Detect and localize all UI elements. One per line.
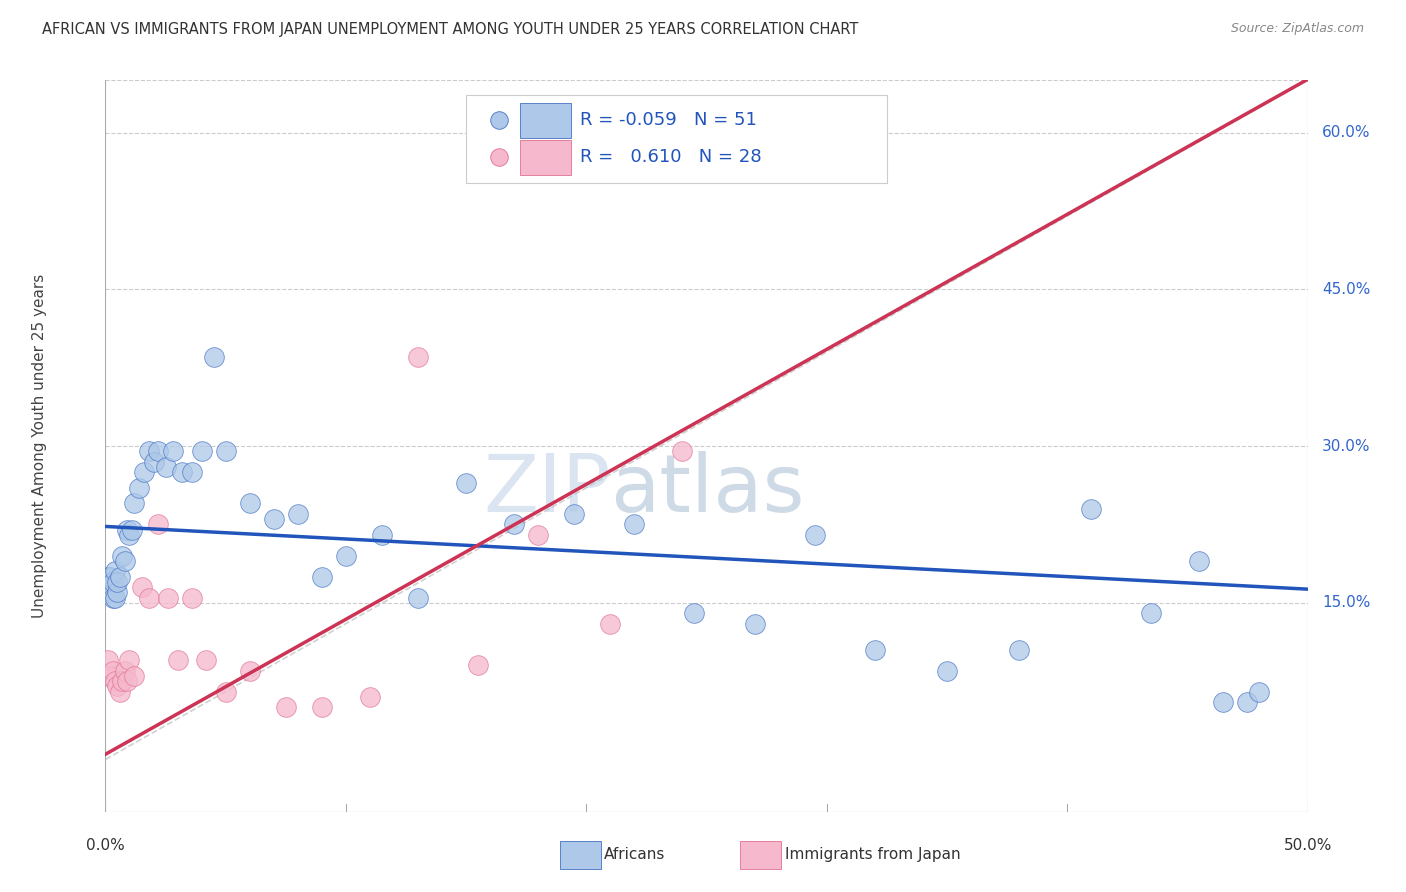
Point (467, 658, 489, 673)
Point (1140, 606, 1163, 620)
Point (181, 591, 204, 605)
Point (406, 591, 429, 605)
Point (406, 350, 429, 364)
Point (128, 481, 150, 495)
Text: R =   0.610   N = 28: R = 0.610 N = 28 (581, 148, 762, 166)
Point (214, 444, 236, 458)
Point (156, 591, 179, 605)
Point (1249, 684, 1271, 698)
Point (311, 569, 333, 583)
Text: Africans: Africans (605, 847, 665, 862)
Point (263, 512, 285, 526)
Text: 15.0%: 15.0% (1322, 595, 1371, 610)
Text: Immigrants from Japan: Immigrants from Japan (785, 847, 960, 862)
Point (101, 574, 124, 589)
Point (239, 496, 262, 510)
Point (454, 475, 477, 490)
Point (1236, 695, 1258, 709)
Point (803, 528, 825, 542)
Point (104, 674, 127, 689)
Point (138, 591, 160, 605)
Point (1008, 642, 1031, 657)
Point (132, 465, 155, 479)
FancyBboxPatch shape (465, 95, 887, 183)
Point (683, 606, 706, 620)
Point (527, 528, 550, 542)
Point (202, 350, 225, 364)
Text: atlas: atlas (610, 450, 804, 529)
Point (1080, 501, 1102, 516)
Point (98, 669, 121, 683)
Point (274, 700, 297, 714)
Point (97, 569, 120, 583)
Point (131, 580, 153, 594)
Point (107, 679, 129, 693)
Point (671, 444, 693, 458)
Point (195, 653, 218, 667)
Text: Source: ZipAtlas.com: Source: ZipAtlas.com (1230, 22, 1364, 36)
Point (101, 591, 124, 605)
FancyBboxPatch shape (560, 841, 600, 869)
Point (172, 465, 194, 479)
Point (138, 444, 160, 458)
Point (97, 653, 120, 667)
Point (155, 459, 177, 474)
Point (148, 517, 170, 532)
Point (124, 496, 146, 510)
Point (101, 664, 124, 678)
Point (115, 523, 138, 537)
Point (311, 700, 333, 714)
Point (104, 591, 127, 605)
Point (744, 616, 766, 631)
Point (107, 574, 129, 589)
Text: 60.0%: 60.0% (1322, 125, 1371, 140)
Point (863, 642, 886, 657)
Point (108, 684, 131, 698)
Point (359, 690, 381, 704)
Point (148, 444, 170, 458)
Point (142, 455, 165, 469)
Point (503, 517, 526, 532)
FancyBboxPatch shape (520, 103, 571, 138)
Point (371, 528, 394, 542)
Point (287, 507, 309, 521)
Text: 30.0%: 30.0% (1322, 439, 1371, 453)
Text: 45.0%: 45.0% (1322, 282, 1371, 297)
Point (108, 569, 131, 583)
Point (623, 517, 645, 532)
Point (98, 569, 121, 583)
Point (114, 554, 136, 568)
Point (118, 528, 141, 542)
Point (214, 684, 236, 698)
FancyBboxPatch shape (740, 841, 782, 869)
Point (562, 507, 585, 521)
Point (115, 674, 138, 689)
Point (121, 523, 143, 537)
Point (1188, 554, 1211, 568)
Point (107, 585, 129, 599)
Point (111, 674, 134, 689)
Text: 50.0%: 50.0% (1284, 838, 1331, 853)
Point (166, 653, 188, 667)
Point (124, 669, 146, 683)
Point (1212, 695, 1234, 709)
Point (104, 565, 127, 579)
Point (118, 653, 141, 667)
Point (239, 664, 262, 678)
Text: AFRICAN VS IMMIGRANTS FROM JAPAN UNEMPLOYMENT AMONG YOUTH UNDER 25 YEARS CORRELA: AFRICAN VS IMMIGRANTS FROM JAPAN UNEMPLO… (42, 22, 859, 37)
Point (162, 444, 184, 458)
Point (335, 549, 357, 563)
Point (936, 664, 959, 678)
Text: R = -0.059   N = 51: R = -0.059 N = 51 (581, 112, 758, 129)
Point (98, 585, 121, 599)
Text: 0.0%: 0.0% (86, 838, 125, 853)
Point (181, 465, 204, 479)
FancyBboxPatch shape (520, 140, 571, 175)
Point (111, 549, 134, 563)
Point (114, 664, 136, 678)
Point (599, 616, 621, 631)
Text: ZIP: ZIP (484, 450, 610, 529)
Text: Unemployment Among Youth under 25 years: Unemployment Among Youth under 25 years (32, 274, 46, 618)
Point (190, 444, 212, 458)
